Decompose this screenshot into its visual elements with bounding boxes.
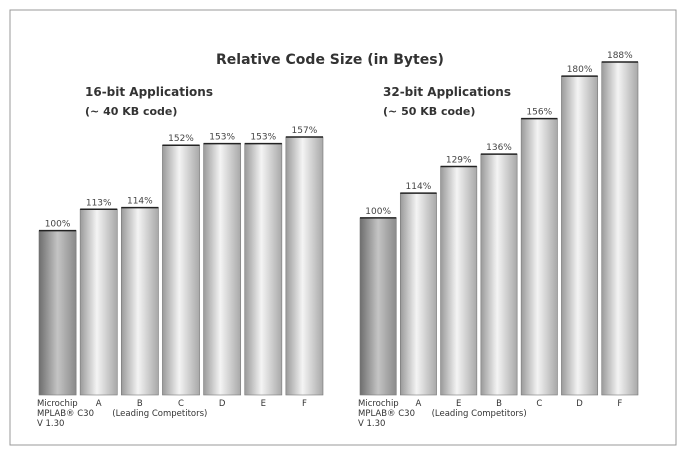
value-label: 153% (209, 133, 235, 143)
value-label: 114% (406, 182, 432, 192)
x-tick-label: C (536, 399, 543, 409)
x-tick-label: C (178, 399, 184, 409)
value-label: 153% (250, 133, 276, 143)
chart-subtitle: (~ 50 KB code) (383, 105, 476, 118)
x-tick-label: Microchip MPLAB® C30 V 1.30 (358, 399, 415, 429)
page-title: Relative Code Size (in Bytes) (216, 52, 444, 68)
bar (399, 192, 437, 396)
bar (38, 230, 77, 396)
value-label: 157% (292, 126, 318, 136)
value-label: 114% (127, 197, 153, 207)
x-tick-label: E (456, 399, 462, 409)
value-label: 100% (365, 207, 391, 217)
bar (79, 209, 118, 396)
bar (520, 118, 558, 396)
x-tick-label: B (496, 399, 502, 409)
x-tick-label: B (136, 399, 143, 409)
chart-title: 32-bit Applications (383, 85, 511, 99)
category-note: (Leading Competitors) (112, 409, 208, 419)
value-label: 100% (45, 220, 71, 230)
chart-subtitle: (~ 40 KB code) (85, 105, 178, 118)
x-tick-label: F (617, 399, 623, 409)
x-tick-label: D (576, 399, 583, 409)
value-label: 152% (168, 134, 194, 144)
value-label: 129% (446, 156, 472, 166)
x-tick-label: F (301, 399, 307, 409)
value-label: 136% (486, 143, 512, 153)
chart-title: 16-bit Applications (85, 85, 213, 99)
x-tick-label: A (95, 399, 102, 409)
x-tick-label: D (218, 399, 226, 409)
bar (285, 136, 324, 396)
value-label: 188% (607, 51, 633, 61)
bar (601, 61, 639, 396)
value-label: 113% (86, 198, 112, 208)
value-label: 156% (526, 108, 552, 118)
bar (440, 166, 478, 396)
bar (244, 143, 283, 396)
x-tick-label: Microchip MPLAB® C30 V 1.30 (37, 399, 94, 429)
x-tick-label: A (415, 399, 422, 409)
bar (120, 207, 159, 396)
bar (480, 153, 518, 396)
bar (359, 217, 397, 396)
frame (9, 9, 677, 446)
bar (561, 75, 599, 396)
category-note: (Leading Competitors) (431, 409, 527, 419)
bar (162, 144, 200, 396)
x-tick-label: E (260, 399, 266, 409)
bar (203, 143, 242, 396)
value-label: 180% (567, 65, 593, 75)
